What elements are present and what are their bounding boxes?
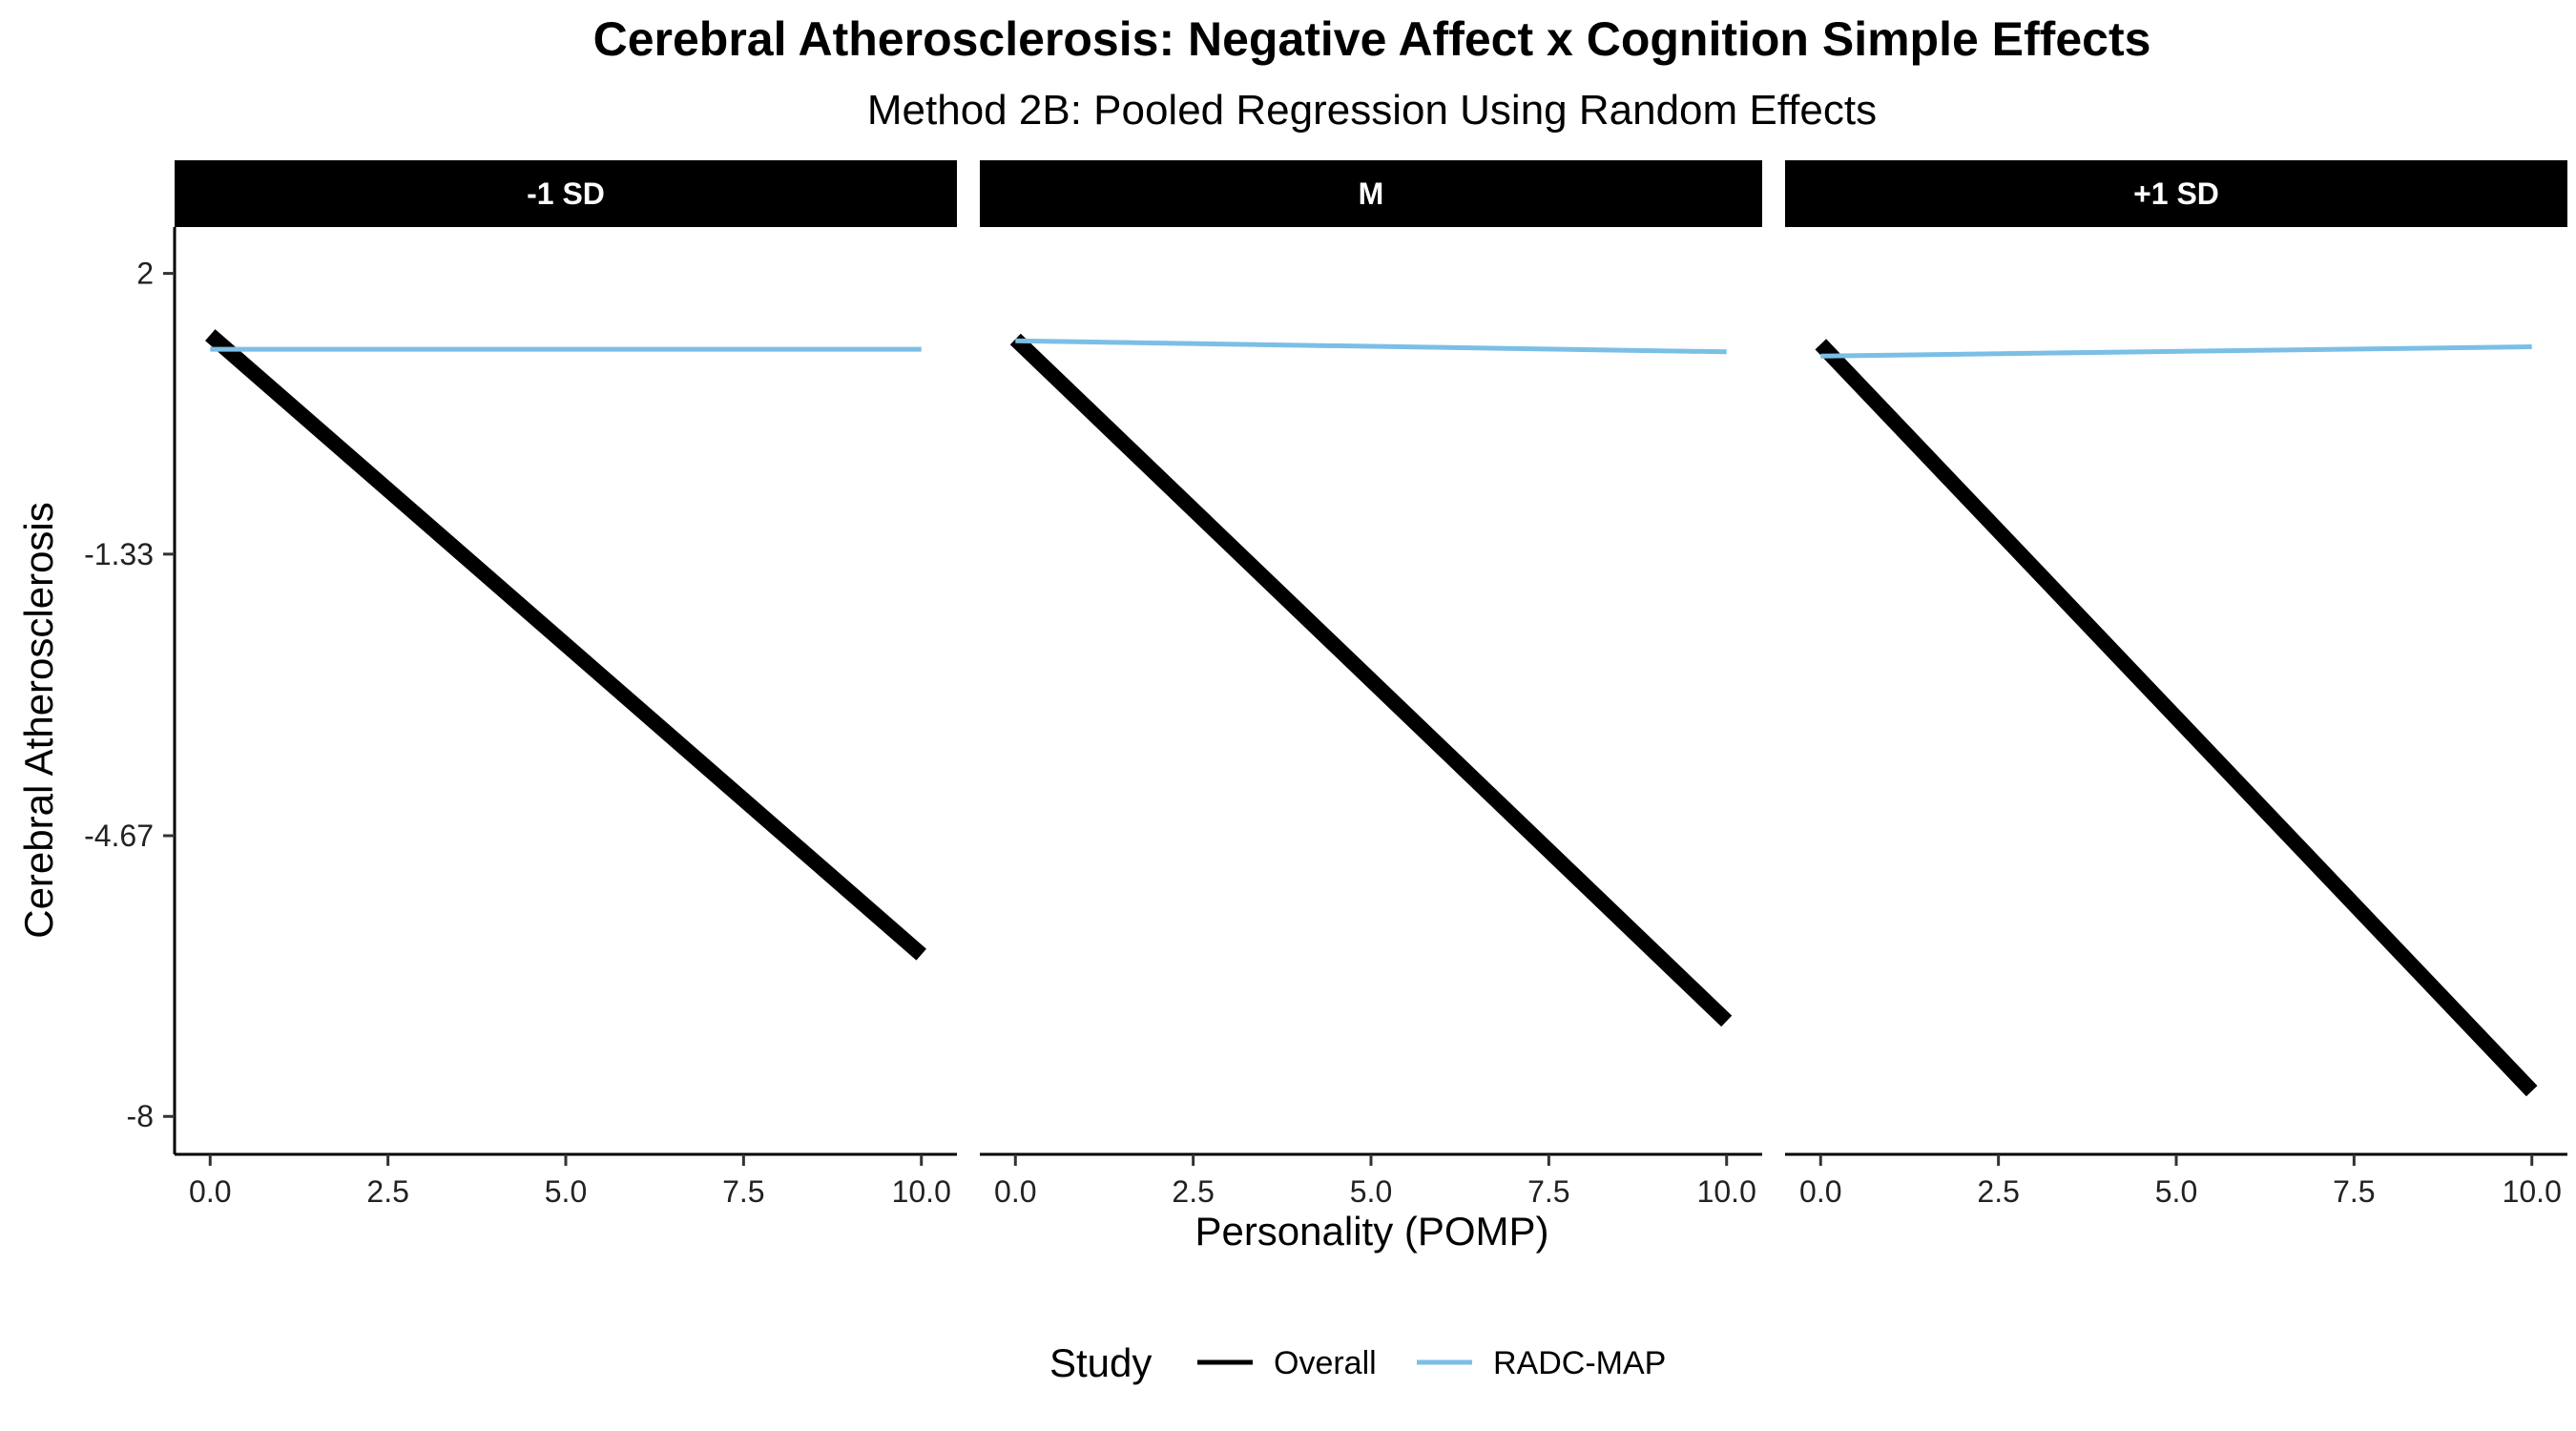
facet-strip: [175, 160, 957, 227]
panel-2: M 0.0 2.5 5.0 7.5 10.0: [980, 160, 1762, 1209]
legend-title: Study: [1049, 1340, 1152, 1385]
x-tick-label: 2.5: [1977, 1174, 2019, 1209]
series-line-overall: [205, 329, 926, 961]
y-tick-label: 2: [136, 257, 154, 291]
legend: Study Overall RADC-MAP: [1049, 1340, 1666, 1385]
series-line-overall: [1815, 339, 2538, 1097]
y-tick-label: -8: [127, 1099, 154, 1133]
x-tick-label: 5.0: [2155, 1174, 2197, 1209]
x-tick-label: 0.0: [189, 1174, 231, 1209]
facet-strip-label: -1 SD: [527, 176, 605, 211]
facet-strip-label: +1 SD: [2133, 176, 2219, 211]
y-axis-label: Cerebral Atherosclerosis: [16, 502, 61, 939]
y-axis: 2 -1.33 -4.67 -8: [84, 227, 177, 1154]
legend-label: Overall: [1274, 1345, 1377, 1381]
x-tick-label: 0.0: [1799, 1174, 1841, 1209]
legend-label: RADC-MAP: [1493, 1345, 1666, 1381]
panel-3: +1 SD 0.0 2.5 5.0 7.5 10.0: [1785, 160, 2567, 1209]
x-tick-label: 7.5: [2333, 1174, 2375, 1209]
x-tick-label: 10.0: [892, 1174, 951, 1209]
x-tick-label: 2.5: [366, 1174, 408, 1209]
series-line-overall: [1009, 333, 1733, 1027]
x-tick-label: 10.0: [1697, 1174, 1756, 1209]
facet-strip: [980, 160, 1762, 227]
x-tick-label: 5.0: [545, 1174, 587, 1209]
x-tick-label: 2.5: [1172, 1174, 1214, 1209]
y-tick-label: -4.67: [84, 819, 154, 853]
panels-group: -1 SD0.0 2.5 5.0 7.5 10.0M0.0 2.5 5.0 7.5 10.0+1…: [175, 160, 2567, 1209]
panel-1: -1 SD 0.0 2.5 5.0 7.5 10.0: [175, 160, 957, 1209]
x-tick-label: 0.0: [994, 1174, 1036, 1209]
x-tick-label: 5.0: [1350, 1174, 1392, 1209]
x-tick-label: 7.5: [1527, 1174, 1569, 1209]
x-tick-label: 10.0: [2503, 1174, 2562, 1209]
x-axis-label: Personality (POMP): [1195, 1209, 1548, 1254]
x-tick-label: 7.5: [722, 1174, 764, 1209]
chart-subtitle: Method 2B: Pooled Regression Using Rando…: [867, 87, 1877, 134]
facet-strip-label: M: [1359, 176, 1384, 211]
y-tick-label: -1.33: [84, 537, 154, 571]
chart-title: Cerebral Atherosclerosis: Negative Affec…: [593, 12, 2151, 66]
series-line-radc-map: [1015, 338, 1727, 355]
facet-strip: [1785, 160, 2567, 227]
series-line-radc-map: [1820, 344, 2532, 359]
